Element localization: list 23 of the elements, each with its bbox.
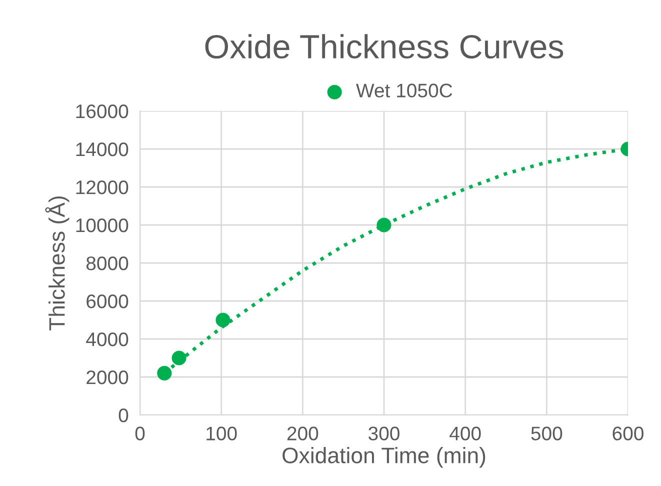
y-tick-label: 12000	[76, 180, 128, 194]
y-tick-label: 4000	[86, 332, 128, 346]
y-tick-label: 0	[118, 408, 128, 422]
y-tick-label: 6000	[86, 294, 128, 308]
x-axis-title: Oxidation Time (min)	[282, 447, 486, 468]
chart-title: Oxide Thickness Curves	[205, 34, 564, 59]
legend-label: Wet 1050C	[356, 84, 452, 98]
y-tick-label: 8000	[86, 256, 128, 270]
x-tick-label: 400	[450, 426, 481, 440]
x-tick-label: 300	[368, 426, 400, 440]
x-tick-label: 600	[612, 426, 644, 440]
point	[157, 366, 172, 380]
y-tick-label: 10000	[76, 218, 128, 232]
point	[172, 350, 186, 366]
point	[216, 312, 230, 328]
y-tick-label: 14000	[76, 142, 128, 156]
y-tick-label: 16000	[76, 104, 128, 118]
y-tick-label: 2000	[86, 370, 128, 384]
x-tick-label: 100	[206, 426, 237, 440]
x-tick-label: 0	[135, 426, 145, 440]
y-axis-title: Thickness (Å)	[45, 196, 70, 330]
x-tick-label: 500	[531, 426, 562, 440]
x-tick-label: 200	[287, 426, 318, 440]
